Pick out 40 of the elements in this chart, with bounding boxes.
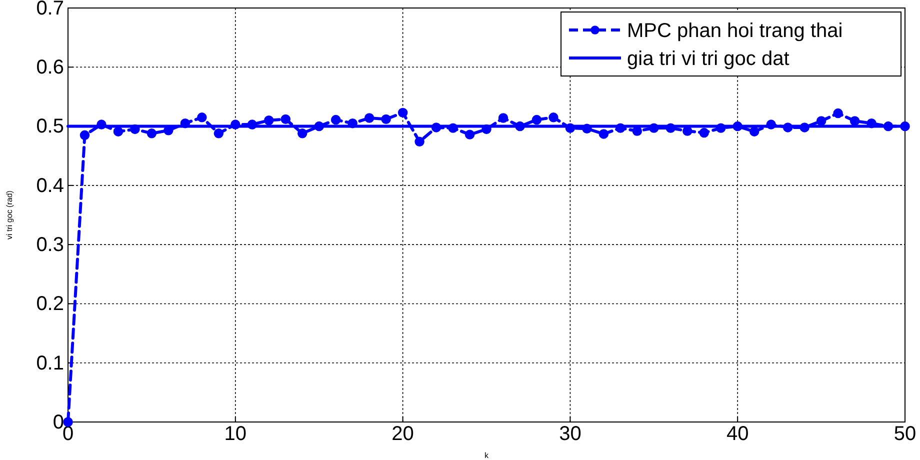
x-tick-label: 30 xyxy=(559,423,582,446)
point xyxy=(364,113,374,123)
point xyxy=(532,114,542,125)
y-tick-label: 0.4 xyxy=(36,174,64,197)
y-axis-title: vi tri goc (rad) xyxy=(5,190,14,240)
point xyxy=(850,116,860,126)
point xyxy=(297,128,308,138)
point xyxy=(264,116,274,126)
point xyxy=(414,136,424,147)
legend-label: gia tri vi tri goc dat xyxy=(627,48,790,70)
x-tick-label: 40 xyxy=(726,423,749,446)
point xyxy=(464,130,475,140)
point xyxy=(146,128,157,138)
y-tick-label: 0.1 xyxy=(36,352,64,374)
point xyxy=(113,126,124,136)
point xyxy=(498,113,508,123)
x-tick-label: 20 xyxy=(392,423,414,446)
y-tick-label: 0.5 xyxy=(36,116,64,138)
point xyxy=(548,112,558,122)
point xyxy=(214,128,224,138)
point xyxy=(833,108,843,118)
x-axis-title: k xyxy=(484,451,490,460)
point xyxy=(816,116,826,126)
point xyxy=(749,126,760,136)
legend-label: MPC phan hoi trang thai xyxy=(627,20,843,42)
point xyxy=(330,114,341,125)
y-tick-label: 0.3 xyxy=(36,234,64,256)
x-tick-label: 10 xyxy=(224,423,247,446)
point xyxy=(699,128,709,138)
y-tick-label: 0.7 xyxy=(36,0,64,20)
point xyxy=(197,112,207,122)
y-tick-label: 0.2 xyxy=(36,293,64,316)
point xyxy=(381,114,391,124)
point xyxy=(598,129,609,139)
point xyxy=(398,108,408,118)
point xyxy=(63,417,73,427)
point xyxy=(280,114,290,124)
y-tick-label: 0.6 xyxy=(36,56,64,79)
point xyxy=(80,130,90,140)
x-tick-label: 50 xyxy=(894,423,916,446)
